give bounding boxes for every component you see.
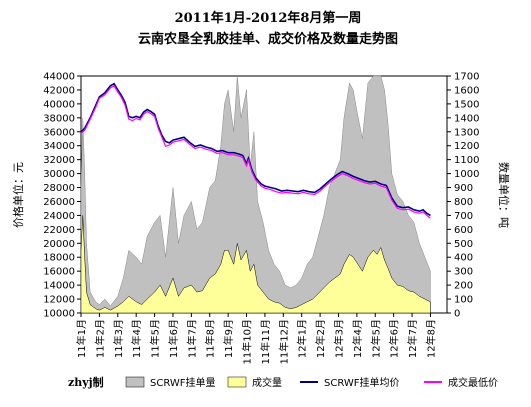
- right-tick-label: 700: [454, 211, 473, 222]
- legend-swatch-listing-volume: [125, 376, 145, 388]
- left-tick-label: 12000: [43, 295, 75, 306]
- x-tick-label: 12年6月: [388, 319, 401, 358]
- right-tick-label: 1100: [454, 155, 479, 166]
- right-tick-label: 1600: [454, 85, 479, 96]
- chart-title: 2011年1月-2012年8月第一周: [175, 10, 362, 26]
- left-tick-label: 10000: [43, 309, 75, 320]
- right-tick-label: 600: [454, 225, 473, 236]
- right-tick-label: 1200: [454, 141, 479, 152]
- left-tick-label: 38000: [43, 113, 75, 124]
- x-tick-label: 11年4月: [130, 319, 143, 358]
- legend-traded-volume: 成交量: [252, 376, 282, 389]
- left-tick-label: 40000: [43, 99, 75, 110]
- x-tick-label: 12年1月: [296, 319, 309, 358]
- left-tick-label: 20000: [43, 239, 75, 250]
- x-tick-label: 12年5月: [369, 319, 382, 358]
- series-avg-price-line: [80, 82, 431, 217]
- x-tick-label: 11年11月: [259, 319, 272, 364]
- left-tick-label: 24000: [43, 211, 75, 222]
- left-axis-ticks: 10000 12000 14000 16000 18000 20000 22000 24000…: [43, 72, 81, 320]
- left-tick-label: 34000: [43, 141, 75, 152]
- author-mark: zhyj制: [68, 375, 104, 389]
- left-tick-label: 14000: [43, 281, 75, 292]
- left-axis-label: 价格单位：元: [11, 162, 25, 228]
- right-tick-label: 1300: [454, 127, 479, 138]
- left-tick-label: 28000: [43, 183, 75, 194]
- series-min-price-line: [80, 84, 431, 219]
- x-tick-label: 12年2月: [314, 319, 327, 358]
- legend-listing-volume: SCRWF挂单量: [150, 376, 216, 389]
- series-traded-volume: [80, 215, 431, 314]
- x-tick-label: 12年8月: [424, 319, 437, 358]
- x-tick-label: 11年12月: [277, 319, 290, 364]
- x-tick-label: 11年8月: [204, 319, 217, 358]
- chart-subtitle: 云南农垦全乳胶挂单、成交价格及数量走势图: [138, 31, 398, 47]
- x-tick-label: 11年9月: [222, 319, 235, 358]
- x-tick-label: 12年3月: [333, 319, 346, 358]
- right-tick-label: 1000: [454, 169, 479, 180]
- right-tick-label: 300: [454, 267, 473, 278]
- x-axis-ticks: 11年1月 11年2月 11年3月 11年4月 11年5月 11年6月 11年7月 11年8月…: [75, 313, 437, 364]
- x-tick-label: 12年4月: [351, 319, 364, 358]
- right-tick-label: 100: [454, 295, 473, 306]
- legend-min-price: 成交最低价: [448, 376, 498, 389]
- right-tick-label: 1500: [454, 99, 479, 110]
- right-tick-label: 1700: [454, 72, 479, 83]
- legend-swatch-traded-volume: [227, 376, 247, 388]
- right-axis-label: 数量单位：吨: [497, 162, 511, 228]
- left-tick-label: 44000: [43, 72, 75, 83]
- x-tick-label: 11年6月: [167, 319, 180, 358]
- left-tick-label: 26000: [43, 197, 75, 208]
- right-axis-ticks: 0 100 200 300 400 500 600 700 800 900 1000 1100 1200…: [447, 72, 479, 320]
- right-tick-label: 500: [454, 239, 473, 250]
- x-tick-label: 11年2月: [93, 319, 106, 358]
- x-tick-label: 11年10月: [241, 319, 254, 364]
- legend-avg-price: SCRWF挂单均价: [324, 376, 400, 389]
- left-tick-label: 16000: [43, 267, 75, 278]
- chart-legend: zhyj制 SCRWF挂单量 成交量 SCRWF挂单均价 成交最低价: [68, 375, 498, 389]
- x-tick-label: 11年5月: [149, 319, 162, 358]
- left-tick-label: 18000: [43, 253, 75, 264]
- left-tick-label: 36000: [43, 127, 75, 138]
- right-tick-label: 0: [454, 309, 460, 320]
- x-tick-label: 11年7月: [185, 319, 198, 358]
- left-tick-label: 32000: [43, 155, 75, 166]
- left-tick-label: 42000: [43, 85, 75, 96]
- x-tick-label: 11年3月: [112, 319, 125, 358]
- right-tick-label: 400: [454, 253, 473, 264]
- series-layer: [80, 75, 431, 314]
- right-tick-label: 800: [454, 197, 473, 208]
- right-tick-label: 200: [454, 281, 473, 292]
- right-tick-label: 900: [454, 183, 473, 194]
- right-tick-label: 1400: [454, 113, 479, 124]
- x-tick-label: 11年1月: [75, 319, 88, 358]
- series-listing-volume: [80, 75, 431, 314]
- x-tick-label: 12年7月: [406, 319, 419, 358]
- left-tick-label: 22000: [43, 225, 75, 236]
- left-tick-label: 30000: [43, 169, 75, 180]
